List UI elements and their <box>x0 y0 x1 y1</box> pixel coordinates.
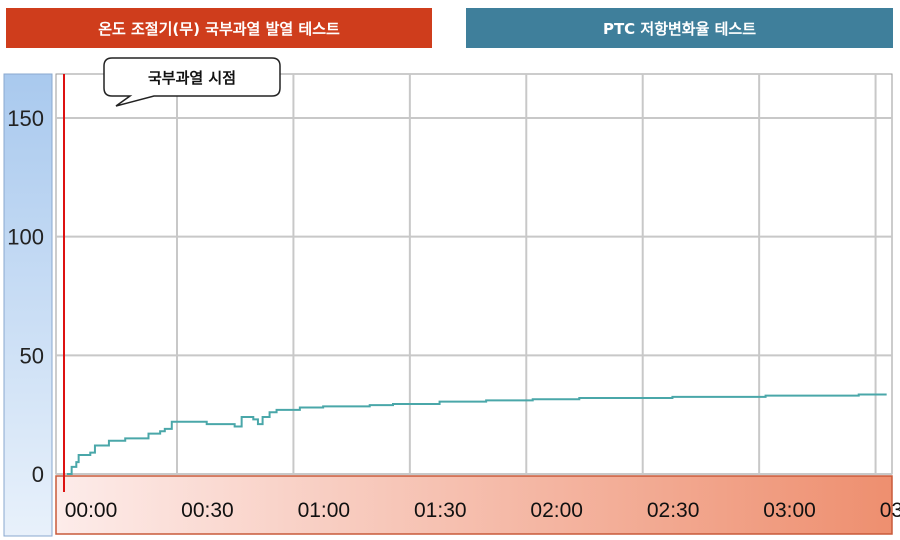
gridlines <box>56 74 892 475</box>
x-axis-band <box>55 475 893 535</box>
y-tick-label-3: 150 <box>7 106 44 131</box>
x-tick-label-5: 02:30 <box>647 499 700 522</box>
x-tick-label-4: 02:00 <box>530 499 583 522</box>
callout-bubble <box>103 57 281 107</box>
tab-local-overheat-test-label: 온도 조절기(무) 국부과열 발열 테스트 <box>98 19 340 38</box>
y-tick-label-2: 100 <box>7 225 44 250</box>
x-tick-label-2: 01:00 <box>298 499 351 522</box>
x-tick-label-1: 00:30 <box>181 499 234 522</box>
y-tick-labels: 0 50 100 150 <box>7 106 44 487</box>
callout-label: 국부과열 시점 <box>148 69 236 87</box>
x-tick-label-7: 03:30 <box>880 499 900 522</box>
plot-area <box>55 73 893 475</box>
x-tick-label-3: 01:30 <box>414 499 467 522</box>
tab-ptc-resistance-test-label: PTC 저항변화율 테스트 <box>602 19 757 38</box>
y-tick-label-0: 0 <box>32 462 44 487</box>
x-tick-label-6: 03:00 <box>763 499 816 522</box>
y-tick-label-1: 50 <box>20 343 44 368</box>
tab-local-overheat-test[interactable]: 온도 조절기(무) 국부과열 발열 테스트 <box>6 8 432 48</box>
y-axis-band <box>3 73 53 537</box>
x-tick-labels: 00:00 00:30 01:00 01:30 02:00 02:30 03:00 03:30 <box>65 499 900 522</box>
x-tick-label-0: 00:00 <box>65 499 118 522</box>
overheat-callout: 국부과열 시점 <box>103 57 281 107</box>
series-line <box>67 393 887 475</box>
tab-ptc-resistance-test[interactable]: PTC 저항변화율 테스트 <box>466 8 893 48</box>
